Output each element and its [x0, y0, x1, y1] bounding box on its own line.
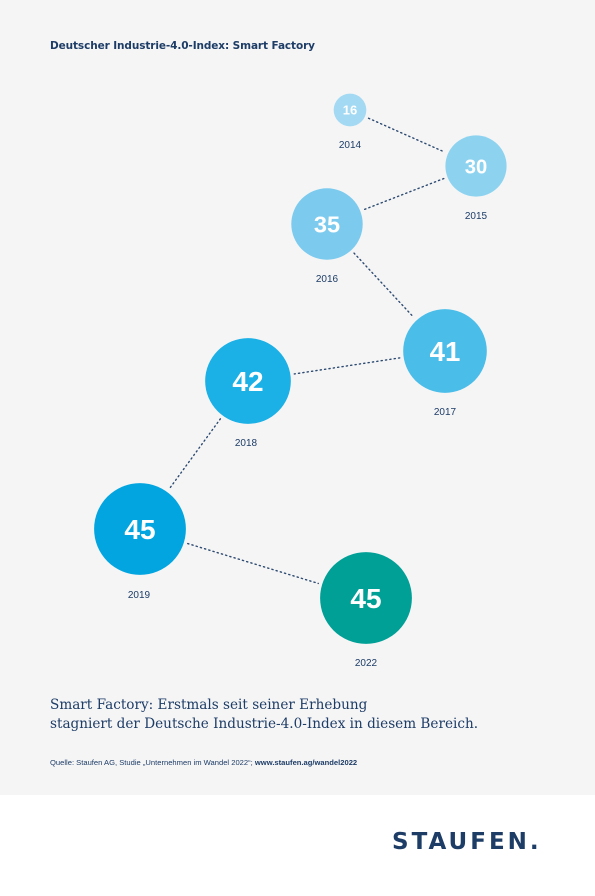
connector-line	[168, 418, 222, 490]
bubble-2019	[94, 483, 186, 575]
value-label-2014: 16	[343, 103, 357, 118]
source-note: Quelle: Staufen AG, Studie „Unternehmen …	[50, 758, 357, 767]
bubble-2015	[445, 135, 507, 197]
connector-line	[353, 252, 415, 319]
bubble-chart: 16 2014 30 2015 35 2016 41 2017 42 2018 45 2019 45 20…	[94, 93, 507, 669]
value-label-2015: 30	[465, 156, 487, 178]
year-label-2014: 2014	[339, 140, 362, 151]
year-label-2016: 2016	[316, 274, 339, 285]
year-label-2019: 2019	[128, 590, 151, 601]
chart-title: Deutscher Industrie-4.0-Index: Smart Fac…	[50, 40, 315, 52]
value-label-2016: 35	[314, 211, 340, 237]
value-label-2022: 45	[350, 583, 381, 614]
value-label-2019: 45	[124, 514, 155, 545]
connector-line	[187, 542, 319, 585]
caption-line-2: stagniert der Deutsche Industrie-4.0-Ind…	[50, 716, 479, 732]
caption: Smart Factory: Erstmals seit seiner Erhe…	[50, 696, 570, 734]
bubble-2018	[205, 338, 291, 424]
source-link[interactable]: www.staufen.ag/wandel2022	[254, 758, 358, 767]
bubble-2022	[320, 552, 412, 644]
connector-line	[363, 177, 445, 211]
bubble-2014	[333, 93, 367, 127]
value-label-2018: 42	[232, 366, 263, 397]
connector-line	[367, 117, 446, 153]
connector-line	[293, 357, 401, 375]
source-text: Quelle: Staufen AG, Studie „Unternehmen …	[50, 758, 255, 767]
year-label-2015: 2015	[465, 211, 488, 222]
value-label-2017: 41	[430, 336, 461, 367]
year-label-2018: 2018	[235, 438, 258, 449]
year-label-2017: 2017	[434, 407, 457, 418]
staufen-logo: STAUFEN.	[392, 829, 542, 855]
bubble-2017	[403, 309, 487, 393]
infographic-panel: Deutscher Industrie-4.0-Index: Smart Fac…	[50, 40, 570, 767]
caption-line-1: Smart Factory: Erstmals seit seiner Erhe…	[50, 697, 368, 713]
bubble-2016	[291, 188, 363, 260]
year-label-2022: 2022	[355, 658, 378, 669]
